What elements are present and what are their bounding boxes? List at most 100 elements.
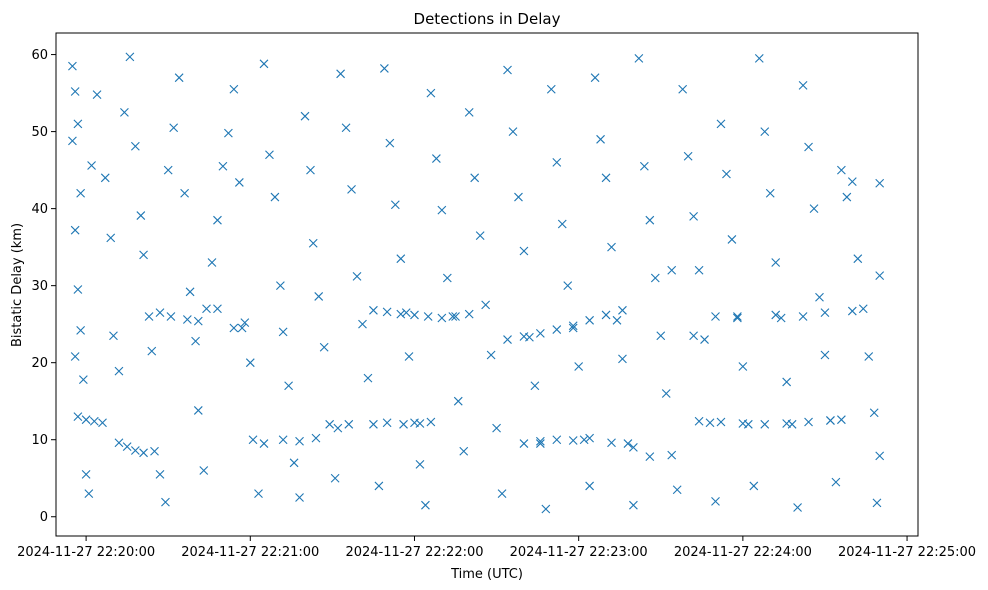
detection-marker	[248, 435, 258, 445]
detection-marker	[804, 142, 813, 152]
detection-marker	[672, 485, 682, 495]
detection-marker	[347, 184, 356, 194]
detection-marker	[374, 481, 384, 491]
detection-marker	[68, 61, 77, 71]
detection-marker	[289, 458, 299, 468]
detection-marker	[382, 307, 392, 317]
detection-marker	[352, 272, 362, 281]
detection-marker	[497, 489, 507, 499]
detection-marker	[705, 418, 715, 428]
detection-marker	[842, 192, 852, 202]
detection-marker	[596, 134, 605, 144]
detection-marker	[278, 327, 288, 337]
detection-marker	[278, 435, 288, 445]
detection-marker	[541, 504, 551, 514]
detection-marker	[130, 141, 140, 151]
detection-marker	[535, 436, 545, 446]
detection-marker	[382, 418, 392, 428]
detection-marker	[401, 308, 411, 318]
detection-marker	[689, 211, 698, 221]
detection-marker	[306, 165, 315, 175]
detection-marker	[259, 439, 269, 448]
detection-marker	[295, 436, 304, 446]
detection-marker	[872, 498, 882, 508]
detection-marker	[727, 235, 737, 244]
detection-marker	[519, 332, 529, 341]
detection-marker	[667, 265, 677, 275]
detection-marker	[300, 111, 310, 121]
detection-marker	[853, 254, 863, 264]
detection-marker	[568, 323, 578, 333]
detection-marker	[760, 419, 770, 429]
detection-marker	[330, 473, 340, 483]
detection-marker	[470, 173, 480, 183]
detection-marker	[585, 315, 595, 325]
detection-marker	[379, 64, 389, 73]
detection-marker	[552, 325, 562, 334]
detection-marker	[98, 418, 107, 428]
detection-marker	[765, 188, 775, 198]
detection-marker	[92, 90, 102, 100]
detection-marker	[114, 438, 124, 448]
detection-marker	[147, 346, 157, 356]
detection-marker	[552, 158, 562, 167]
detection-marker	[760, 127, 770, 136]
detection-marker	[442, 273, 452, 283]
detection-marker	[139, 448, 148, 458]
detection-marker	[618, 305, 627, 315]
detection-marker	[776, 313, 786, 323]
y-axis: 0 10 20 30 40 50 60	[31, 48, 56, 525]
detection-marker	[798, 312, 808, 321]
detection-marker	[656, 331, 666, 341]
detection-marker	[722, 169, 731, 179]
detection-marker	[492, 423, 501, 433]
detection-marker	[295, 493, 304, 502]
detection-marker	[185, 287, 195, 297]
detection-marker	[73, 285, 83, 294]
detection-marker	[161, 497, 170, 507]
detection-marker	[864, 352, 874, 361]
detection-marker	[229, 323, 239, 333]
detection-marker	[84, 489, 94, 499]
detection-marker	[618, 354, 627, 364]
detection-marker	[308, 238, 318, 248]
detection-marker	[421, 500, 430, 510]
detection-marker	[70, 87, 80, 96]
detection-marker	[325, 419, 335, 429]
detection-marker	[793, 503, 802, 512]
detection-marker	[218, 161, 228, 171]
detection-marker	[804, 417, 813, 427]
detection-marker	[202, 304, 211, 314]
detection-marker	[125, 52, 135, 62]
detection-marker	[481, 300, 491, 310]
detection-marker	[535, 329, 545, 338]
detection-marker	[136, 211, 146, 220]
detection-marker	[81, 415, 91, 425]
detection-marker	[459, 446, 469, 456]
detection-marker	[311, 433, 321, 443]
detection-marker	[130, 446, 140, 455]
detection-marker	[106, 233, 116, 243]
x-tick-label: 2024-11-27 22:20:00	[17, 545, 155, 560]
detection-marker	[612, 315, 622, 325]
detection-marker	[694, 416, 704, 426]
detection-marker	[629, 500, 638, 510]
detection-marker	[601, 173, 611, 183]
x-tick-label: 2024-11-27 22:24:00	[674, 545, 812, 560]
detection-marker	[514, 192, 523, 202]
detection-marker	[155, 469, 165, 479]
detection-marker	[358, 319, 367, 329]
detection-marker	[475, 231, 485, 240]
detection-marker	[363, 373, 373, 383]
detection-marker	[754, 54, 764, 63]
detection-marker	[68, 136, 77, 146]
detection-marker	[568, 321, 578, 331]
detection-marker	[415, 419, 425, 428]
detection-marker	[585, 433, 595, 443]
detection-marker	[122, 442, 132, 452]
detection-marker	[689, 331, 698, 341]
marker-layer	[68, 52, 885, 514]
y-tick-label: 40	[31, 202, 48, 217]
y-tick-label: 0	[40, 510, 48, 525]
detection-marker	[229, 84, 239, 94]
